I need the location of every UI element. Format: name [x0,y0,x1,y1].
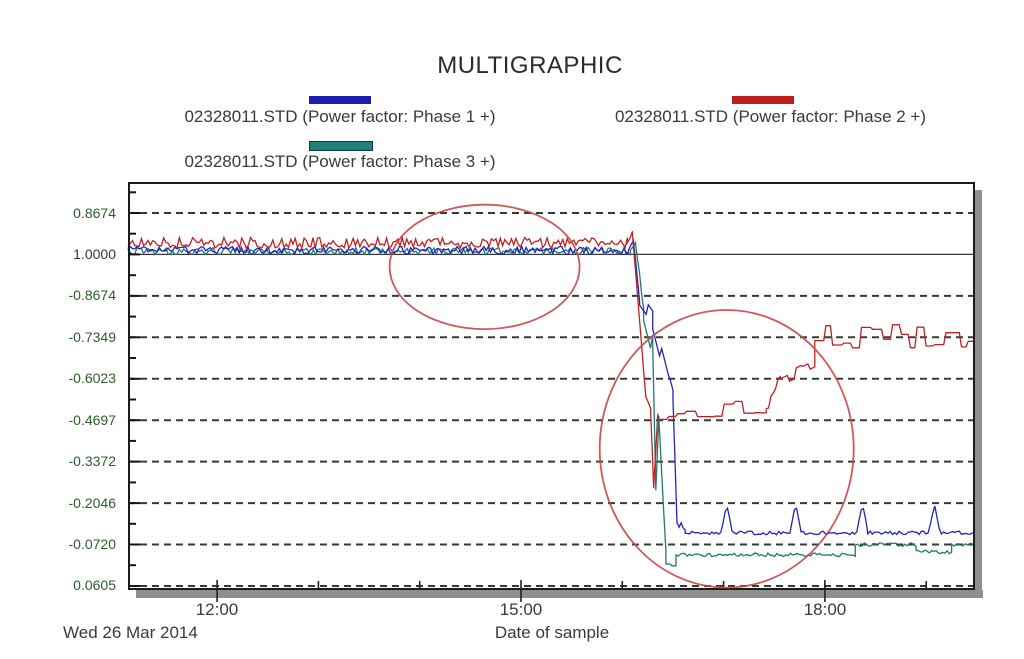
series-line [127,240,976,567]
legend-label-phase1: 02328011.STD (Power factor: Phase 1 +) [184,107,496,126]
annotation-ellipse [388,203,581,331]
y-tick-label: -0.2046 [68,494,116,511]
y-tick-label: -0.4697 [68,411,116,428]
x-tick-label-1500: 15:00 [499,600,543,619]
y-tick-label: -0.7349 [68,328,116,345]
annotation-ellipse [598,309,855,589]
date-label: Wed 26 Mar 2014 [63,623,198,642]
x-tick-label-1800: 18:00 [803,600,847,619]
y-tick-label: -0.0720 [68,536,116,553]
chart-title: MULTIGRAPHIC [437,52,623,79]
y-tick-label: -0.8674 [68,287,116,304]
legend-swatch-phase1-blue [309,96,371,104]
y-tick-label: 0.0605 [73,577,116,594]
y-tick-label: -0.3372 [68,453,116,470]
y-tick-label: 0.8674 [73,204,116,221]
y-tick-label: -0.6023 [68,370,116,387]
series-line [127,238,975,536]
series-line [127,231,976,489]
legend-label-phase2: 02328011.STD (Power factor: Phase 2 +) [614,107,927,126]
legend-swatch-phase2-red [732,96,794,104]
x-axis-title: Date of sample [494,623,610,642]
legend-swatch-phase3-teal [309,141,373,151]
y-tick-label: 1.0000 [73,245,116,262]
legend-label-phase3: 02328011.STD (Power factor: Phase 3 +) [184,152,496,171]
x-tick-label-1200: 12:00 [195,600,239,619]
chart-plot-area [127,182,983,602]
frame-shadow-bottom [136,590,983,598]
frame-shadow-right [975,190,982,598]
plot-frame [128,182,975,590]
